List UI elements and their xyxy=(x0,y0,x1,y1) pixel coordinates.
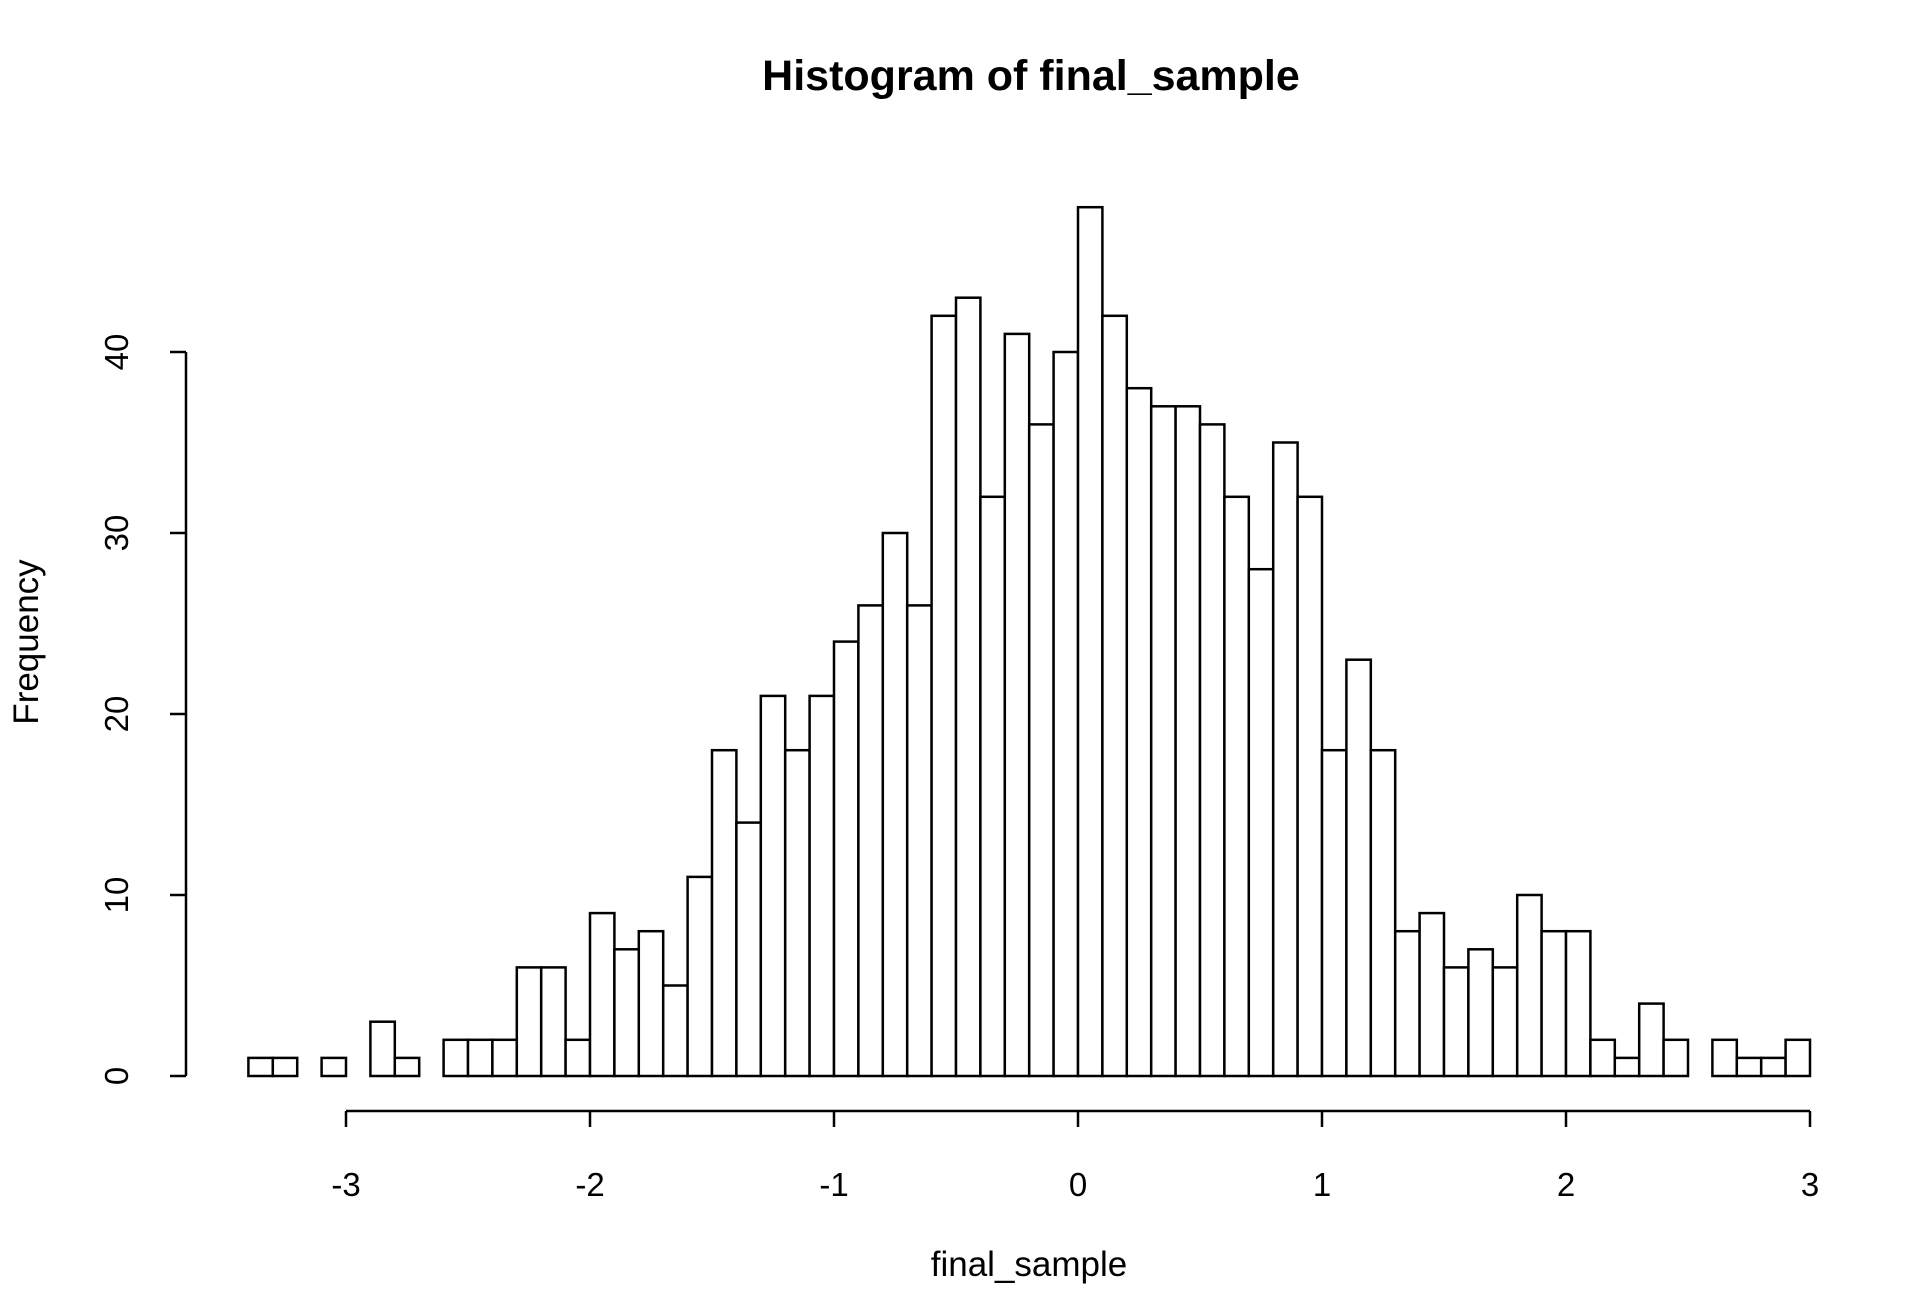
histogram-bar xyxy=(1662,1038,1690,1078)
histogram-bar xyxy=(1247,567,1275,1078)
histogram-bar xyxy=(588,911,616,1078)
y-tick-label: 20 xyxy=(98,696,135,733)
histogram-bar xyxy=(832,640,860,1078)
histogram-bar xyxy=(1735,1056,1763,1078)
histogram-bar xyxy=(808,694,836,1078)
y-tick-label: 30 xyxy=(98,515,135,552)
histogram-bar xyxy=(954,296,982,1078)
histogram-bar xyxy=(1369,748,1397,1078)
x-tick-label: -2 xyxy=(575,1166,604,1203)
histogram-bar xyxy=(1759,1056,1787,1078)
histogram-bar xyxy=(1198,423,1226,1078)
histogram-bar xyxy=(637,929,665,1078)
x-tick-label: -1 xyxy=(819,1166,848,1203)
histogram-bar xyxy=(1125,386,1153,1078)
histogram-bar xyxy=(1613,1056,1641,1078)
histogram-bar xyxy=(247,1056,275,1078)
histogram-bar xyxy=(1393,929,1421,1078)
histogram-bar xyxy=(1076,205,1104,1078)
histogram-bar xyxy=(1564,929,1592,1078)
histogram-bar xyxy=(1515,893,1543,1078)
histogram-bar xyxy=(1174,405,1202,1078)
x-tick-label: 3 xyxy=(1801,1166,1819,1203)
histogram-bar xyxy=(442,1038,470,1078)
histogram-bar xyxy=(979,495,1007,1078)
histogram-bar xyxy=(1467,948,1495,1078)
x-tick-label: 2 xyxy=(1557,1166,1575,1203)
y-axis: 0 10 20 30 40 xyxy=(98,334,188,1085)
histogram-bar xyxy=(613,948,641,1078)
y-tick-label: 40 xyxy=(98,334,135,371)
histogram-bar xyxy=(1540,929,1568,1078)
histogram-bar xyxy=(491,1038,519,1078)
histogram-bar xyxy=(857,604,885,1078)
histogram-bar xyxy=(515,966,543,1078)
histogram-bar xyxy=(1223,495,1251,1078)
y-tick-label: 0 xyxy=(98,1067,135,1085)
histogram-bar xyxy=(1101,314,1129,1078)
histogram-bar xyxy=(271,1056,299,1078)
histogram-bar xyxy=(710,748,738,1078)
histogram-bar xyxy=(783,748,811,1078)
histogram-bar xyxy=(1052,350,1080,1078)
x-axis: -3 -2 -1 0 1 2 3 xyxy=(331,1109,1819,1203)
histogram-bar xyxy=(1711,1038,1739,1078)
histogram-bar xyxy=(881,531,909,1078)
histogram-bar xyxy=(369,1020,397,1078)
histogram-bar xyxy=(1589,1038,1617,1078)
histogram-bar xyxy=(1027,423,1055,1078)
histogram-bar xyxy=(759,694,787,1078)
histogram-bar xyxy=(930,314,958,1078)
histogram-bar xyxy=(905,604,933,1078)
histogram-bar xyxy=(539,966,567,1078)
x-tick-label: 0 xyxy=(1069,1166,1087,1203)
histogram-bar xyxy=(393,1056,421,1078)
histogram-bar xyxy=(686,875,714,1078)
bars-group xyxy=(247,205,1812,1078)
histogram-bar xyxy=(1784,1038,1812,1078)
histogram-bar xyxy=(1442,966,1470,1078)
histogram-bar xyxy=(1320,748,1348,1078)
histogram-bar xyxy=(1491,966,1519,1078)
histogram-bar xyxy=(1637,1002,1665,1078)
x-tick-label: -3 xyxy=(331,1166,360,1203)
x-tick-label: 1 xyxy=(1313,1166,1331,1203)
histogram-bar xyxy=(661,984,689,1078)
x-axis-label: final_sample xyxy=(931,1245,1128,1284)
chart-title: Histogram of final_sample xyxy=(762,52,1300,100)
histogram-bar xyxy=(1003,332,1031,1078)
histogram-bar xyxy=(1296,495,1324,1078)
y-axis-label: Frequency xyxy=(7,559,46,725)
histogram-bar xyxy=(320,1056,348,1078)
histogram-bar xyxy=(1149,405,1177,1078)
histogram-bar xyxy=(1345,658,1373,1078)
histogram-bar xyxy=(1418,911,1446,1078)
histogram-bar xyxy=(1271,441,1299,1078)
histogram-bar xyxy=(466,1038,494,1078)
histogram-bar xyxy=(735,821,763,1078)
y-tick-label: 10 xyxy=(98,877,135,914)
histogram-bar xyxy=(564,1038,592,1078)
